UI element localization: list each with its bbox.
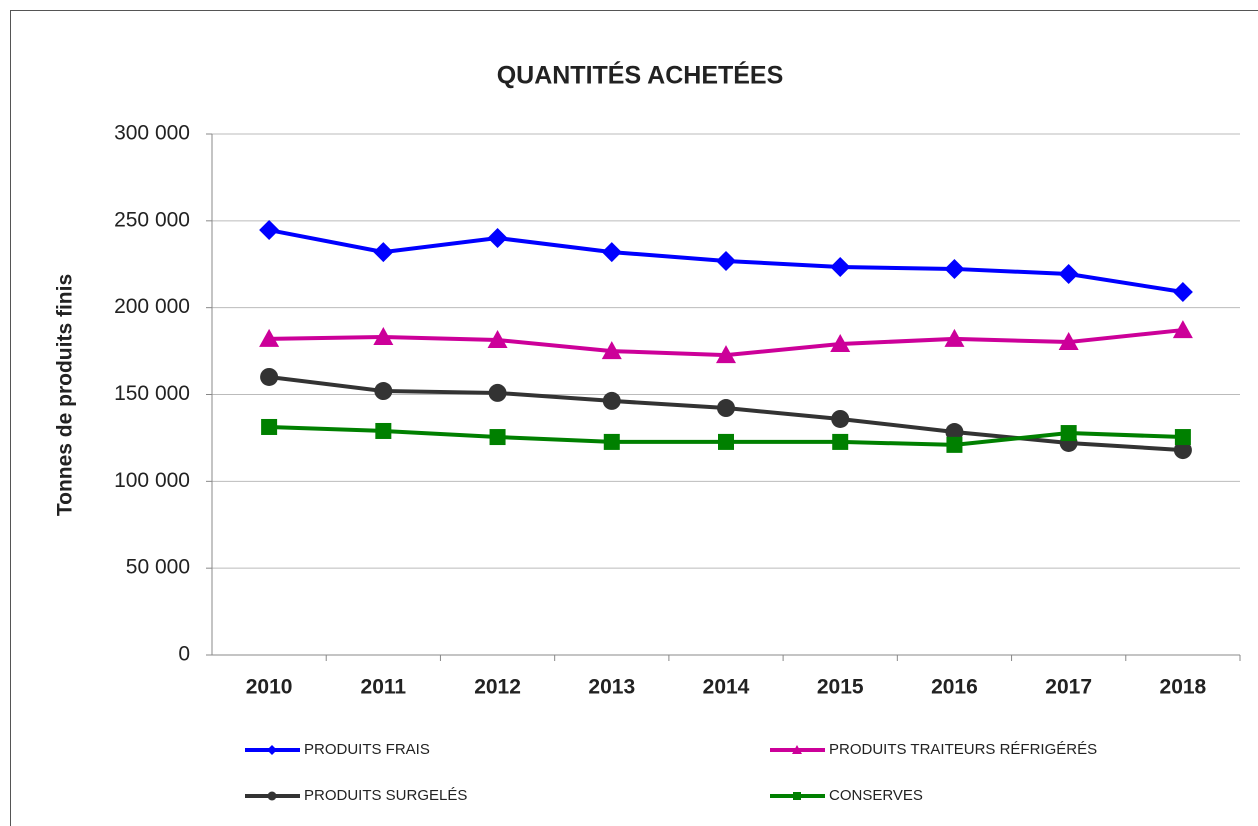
marker (716, 250, 736, 271)
marker (267, 745, 277, 755)
marker (259, 220, 280, 241)
marker (1060, 425, 1077, 442)
marker (944, 258, 965, 279)
legend-label: PRODUITS TRAITEURS RÉFRIGÉRÉS (829, 741, 1097, 758)
marker (261, 418, 278, 435)
x-tick-label: 2016 (931, 676, 978, 699)
marker (373, 327, 394, 346)
legend-label: PRODUITS SURGELÉS (304, 787, 467, 804)
y-axis-label: Tonnes de produits finis (54, 274, 77, 516)
y-tick-label: 300 000 (114, 122, 190, 145)
marker (1172, 320, 1193, 339)
marker (793, 792, 801, 800)
marker (487, 228, 508, 249)
marker (260, 367, 279, 386)
marker (603, 433, 620, 450)
legend-label: PRODUITS FRAIS (304, 741, 430, 758)
marker (488, 383, 507, 402)
marker (945, 423, 964, 442)
chart-frame (10, 10, 1258, 826)
marker (1173, 441, 1192, 460)
marker (489, 429, 506, 446)
chart-title: QUANTITÉS ACHETÉES (497, 61, 784, 90)
marker (259, 328, 280, 347)
y-tick-label: 200 000 (114, 295, 190, 318)
marker (831, 409, 850, 428)
marker (601, 242, 622, 263)
marker (487, 329, 508, 348)
marker (602, 391, 621, 410)
x-tick-label: 2015 (817, 676, 864, 699)
marker (716, 345, 736, 364)
x-tick-label: 2011 (361, 676, 407, 699)
x-tick-label: 2010 (246, 676, 293, 699)
y-tick-label: 150 000 (114, 382, 190, 405)
x-tick-label: 2014 (703, 676, 750, 699)
y-tick-label: 50 000 (126, 556, 190, 579)
marker (1174, 429, 1191, 446)
x-tick-label: 2013 (588, 676, 635, 699)
marker (1172, 282, 1193, 303)
x-tick-label: 2012 (474, 676, 521, 699)
y-tick-label: 0 (178, 643, 190, 666)
marker (373, 242, 394, 263)
marker (830, 257, 851, 278)
marker (374, 382, 393, 401)
y-tick-label: 100 000 (114, 469, 190, 492)
marker (601, 341, 622, 360)
x-tick-label: 2017 (1045, 676, 1092, 699)
marker (832, 433, 849, 450)
marker (946, 436, 963, 453)
marker (1058, 332, 1079, 351)
marker (1058, 263, 1079, 284)
y-tick-label: 250 000 (114, 208, 190, 231)
marker (718, 433, 734, 450)
marker (717, 399, 735, 418)
marker (375, 422, 392, 439)
legend-label: CONSERVES (829, 787, 923, 804)
marker (830, 333, 851, 352)
x-tick-label: 2018 (1160, 676, 1207, 699)
marker (792, 745, 802, 754)
marker (944, 328, 965, 347)
marker (267, 791, 277, 801)
